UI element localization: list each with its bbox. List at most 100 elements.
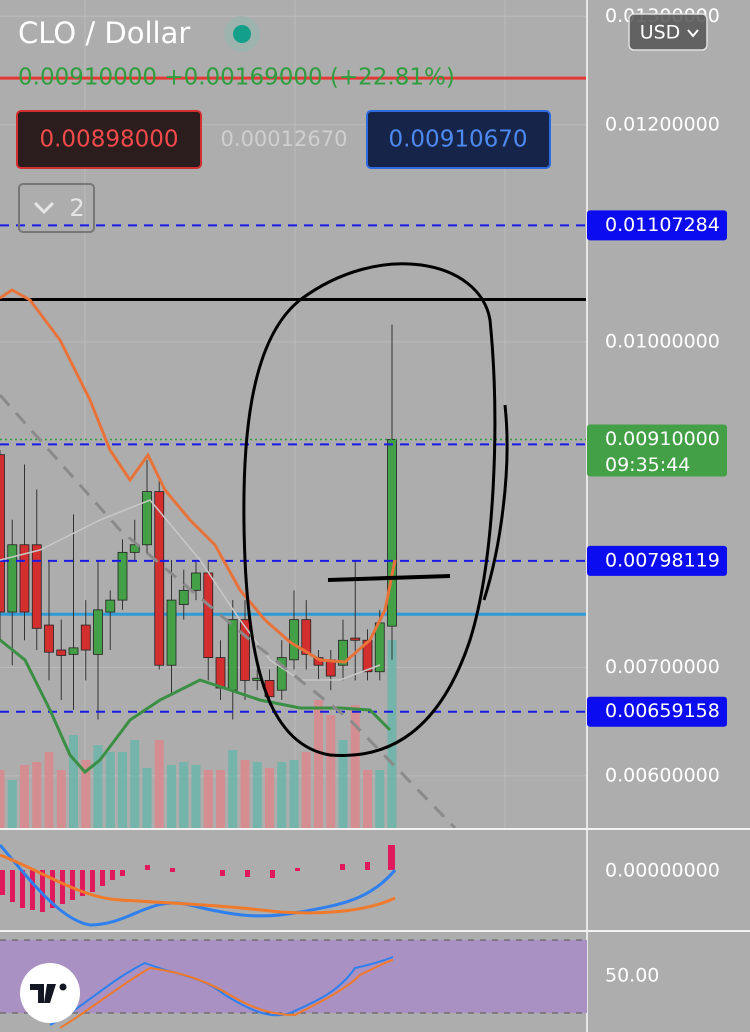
candle-body (0, 454, 5, 613)
candle-body (178, 589, 189, 605)
candle-body (56, 649, 67, 656)
annotation-ellipse (242, 262, 497, 758)
volume-bar (154, 740, 164, 828)
rsi-line (59, 959, 394, 1029)
volume-bar (375, 770, 385, 828)
symbol-title: CLO / Dollar (18, 16, 190, 50)
sell-button[interactable] (16, 110, 202, 169)
volume-bar (167, 765, 176, 828)
countdown: 09:35:44 (605, 454, 690, 476)
candle-body (215, 657, 226, 689)
ma-line (0, 499, 381, 681)
volume-bar (118, 752, 127, 828)
y-tick-label: 0.01200000 (605, 113, 720, 135)
candle-body (240, 619, 250, 681)
candle-body (44, 624, 54, 653)
candle-body (117, 551, 128, 601)
currency: USD (640, 22, 681, 44)
last-price-box (587, 424, 727, 477)
volume-bar (142, 768, 152, 828)
indicators-toggle[interactable] (18, 183, 95, 233)
candle-body (80, 624, 91, 651)
candle-body (19, 544, 30, 613)
volume-bar (252, 762, 262, 828)
rsi-line (49, 956, 394, 1026)
level-label-box (587, 696, 727, 727)
volume-bar (387, 640, 397, 828)
level-label-box (587, 545, 727, 576)
price-axis: 0.013000000.012000000.010000000.00700000… (587, 5, 727, 786)
indicators-count: 2 (69, 194, 84, 222)
logo-mark (30, 984, 56, 1003)
ma-line (0, 288, 397, 664)
macd-axis-label: 0.00000000 (605, 860, 720, 882)
logo-mark (59, 983, 67, 991)
volume-bar (56, 770, 66, 828)
volume-bar (301, 752, 311, 828)
volume-bar (350, 705, 360, 828)
bid-price: 0.00898000 (39, 127, 178, 153)
rsi-band (0, 940, 587, 1013)
candle-body (142, 491, 152, 546)
volume-bar (7, 780, 17, 828)
volume-bar (289, 760, 299, 828)
volume-bar (363, 770, 372, 828)
candle-body (31, 544, 42, 629)
candle-body (191, 572, 201, 591)
volume-bar (81, 760, 91, 828)
volume-bar (314, 700, 323, 828)
volume-bar (0, 770, 5, 828)
annotation-stroke (482, 404, 509, 601)
candle-body (166, 599, 177, 666)
candle-body (301, 619, 312, 655)
candle-body (129, 544, 140, 553)
volume-bar (203, 770, 213, 828)
status-dot (233, 25, 251, 43)
quote: 0.00910000 +0.00169000 (+22.81%) (18, 65, 455, 91)
volume-bar (277, 762, 287, 828)
volume-bar (191, 765, 201, 828)
trend-line (0, 394, 457, 830)
buy-button[interactable] (366, 110, 551, 169)
volume-bar (228, 750, 238, 828)
annotation-stroke (327, 574, 451, 582)
volume-bar (105, 752, 115, 828)
volume-bar (44, 752, 54, 828)
candle-body (68, 647, 79, 655)
last-price-label: 0.00910000 (605, 428, 720, 450)
rsi-axis-label: 50.00 (605, 965, 659, 987)
plot-area (0, 15, 587, 828)
y-tick-label: 0.00600000 (605, 764, 720, 786)
volume-bar (338, 740, 348, 828)
volume-bar (326, 715, 336, 828)
level-label: 0.01107284 (605, 214, 720, 236)
ask-price: 0.00910670 (388, 127, 527, 153)
ma-line (0, 638, 392, 775)
volume-bar (179, 762, 189, 828)
chevron-icon (687, 29, 699, 38)
signal-line (0, 853, 396, 915)
volume-bar (93, 745, 103, 828)
y-tick-label: 0.00700000 (605, 656, 720, 678)
candle-body (203, 572, 214, 659)
candle-body (105, 599, 116, 613)
candle-body (338, 639, 348, 666)
candle-body (350, 637, 361, 641)
volume-bar (20, 765, 29, 828)
candle-body (276, 657, 287, 691)
y-tick-label: 0.01000000 (605, 330, 720, 352)
candle-body (227, 619, 238, 691)
currency-selector[interactable] (628, 13, 708, 51)
volume-bar (216, 770, 225, 828)
level-label: 0.00659158 (605, 700, 720, 722)
volume-bar (240, 760, 250, 828)
volume-bar (69, 735, 78, 828)
candle-body (289, 619, 299, 661)
spread: 0.00012670 (221, 127, 348, 151)
volume-bar (130, 740, 140, 828)
macd-histogram (0, 845, 395, 912)
level-label: 0.00798119 (605, 549, 720, 571)
candle-body (7, 544, 18, 613)
